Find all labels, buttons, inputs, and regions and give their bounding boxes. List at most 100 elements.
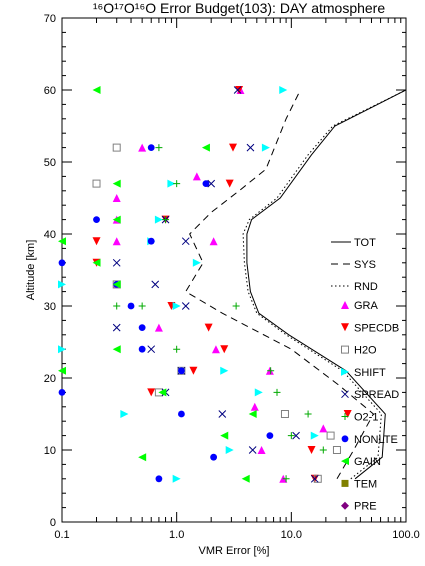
legend-label-rnd: RND xyxy=(354,281,378,293)
point-gain xyxy=(58,366,66,375)
point-gain xyxy=(92,86,101,94)
point-o2-1 xyxy=(173,345,181,353)
point-shift xyxy=(192,258,201,267)
legend-label-gra: GRA xyxy=(354,300,379,312)
point-gra xyxy=(192,172,201,181)
point-shift xyxy=(172,302,181,310)
point-gra xyxy=(211,345,220,354)
point-shift xyxy=(167,179,176,188)
point-shift xyxy=(220,366,229,375)
point-nonlte xyxy=(58,389,66,396)
point-spread xyxy=(246,143,255,152)
point-gain xyxy=(248,410,257,418)
point-spread xyxy=(147,345,156,354)
legend-label-specdb: SPECDB xyxy=(354,322,399,334)
point-nonlte xyxy=(210,453,218,461)
legend-marker-shift xyxy=(341,367,349,376)
point-gra xyxy=(138,143,147,152)
x-tick-label: 1.0 xyxy=(169,529,184,541)
point-shift xyxy=(58,280,66,289)
point-shift xyxy=(310,431,319,440)
point-spread xyxy=(310,474,319,483)
chart-title: ¹⁶O¹⁷O¹⁶O Error Budget(103): DAY atmosph… xyxy=(93,0,385,16)
y-tick-label: 70 xyxy=(44,13,56,25)
point-spread xyxy=(112,323,121,332)
legend-label-pre: PRE xyxy=(354,501,377,513)
point-h2o xyxy=(326,431,335,440)
point-gra xyxy=(209,237,218,246)
y-tick-label: 0 xyxy=(50,517,56,529)
legend-marker-nonlte xyxy=(341,435,349,443)
point-spread xyxy=(233,86,242,94)
point-nonlte xyxy=(178,410,185,418)
point-spread xyxy=(181,302,190,310)
y-tick-label: 40 xyxy=(44,229,56,241)
point-gra xyxy=(154,323,163,332)
point-gain xyxy=(112,179,121,188)
y-axis-title: Altitude [km] xyxy=(25,240,37,301)
legend: TOT SYS RND GRA SPECDB H2O SHIFT SPREAD O2-1 NONL… xyxy=(331,237,399,513)
point-o2-1 xyxy=(287,432,295,440)
point-spread xyxy=(207,179,216,188)
point-gain xyxy=(92,258,101,267)
point-shift xyxy=(154,215,163,224)
point-h2o xyxy=(112,143,121,152)
point-gra xyxy=(257,446,266,454)
legend-label-o2-1: O2-1 xyxy=(354,412,378,424)
x-tick-label: 10.0 xyxy=(281,529,302,541)
point-o2-1 xyxy=(173,180,181,188)
legend-marker-o2-1 xyxy=(341,413,349,420)
point-spread xyxy=(112,258,121,267)
point-shift xyxy=(279,86,288,94)
point-nonlte xyxy=(178,367,185,375)
point-gain xyxy=(58,237,66,246)
legend-marker-pre xyxy=(341,501,349,510)
point-o2-1 xyxy=(273,388,281,396)
point-specdb xyxy=(225,179,234,188)
y-tick-label: 60 xyxy=(44,85,56,97)
point-gra xyxy=(112,194,121,202)
plot-area: 0.1 1.0 10.0 100.0 0 10 20 30 40 50 60 70 xyxy=(44,13,420,541)
point-spread xyxy=(218,410,227,418)
point-gain xyxy=(201,143,210,152)
line-sys xyxy=(185,89,375,480)
point-specdb xyxy=(189,366,198,375)
legend-marker-specdb xyxy=(341,323,349,332)
point-gain xyxy=(241,474,250,483)
point-gain xyxy=(158,388,167,397)
point-h2o xyxy=(280,410,289,418)
legend-marker-gain xyxy=(341,457,349,466)
point-spread xyxy=(151,280,160,289)
point-specdb xyxy=(343,410,352,418)
point-specdb xyxy=(307,446,316,454)
point-shift xyxy=(261,143,270,152)
line-rnd xyxy=(242,18,407,480)
point-nonlte xyxy=(138,345,146,353)
legend-label-shift: SHIFT xyxy=(354,367,386,379)
point-spread xyxy=(292,431,300,440)
point-o2-1 xyxy=(138,302,146,310)
x-axis-title: VMR Error [%] xyxy=(199,545,270,557)
x-tick-label: 100.0 xyxy=(392,529,420,541)
point-nonlte xyxy=(202,180,210,188)
point-o2-1 xyxy=(155,144,163,152)
point-gain xyxy=(112,280,121,289)
legend-label-h2o: H2O xyxy=(354,345,377,357)
point-gra xyxy=(319,424,328,433)
point-gra xyxy=(250,402,259,411)
point-specdb xyxy=(92,237,101,246)
point-gain xyxy=(112,215,121,224)
line-tot xyxy=(246,18,407,480)
point-o2-1 xyxy=(319,446,327,454)
point-nonlte xyxy=(266,432,274,439)
plot-frame xyxy=(61,17,407,523)
point-shift xyxy=(254,388,263,397)
point-specdb xyxy=(235,86,244,94)
point-specdb xyxy=(204,323,213,332)
point-o2-1 xyxy=(282,475,290,483)
point-specdb xyxy=(229,143,238,152)
point-nonlte xyxy=(147,237,155,245)
legend-label-gain: GAIN xyxy=(354,456,381,468)
